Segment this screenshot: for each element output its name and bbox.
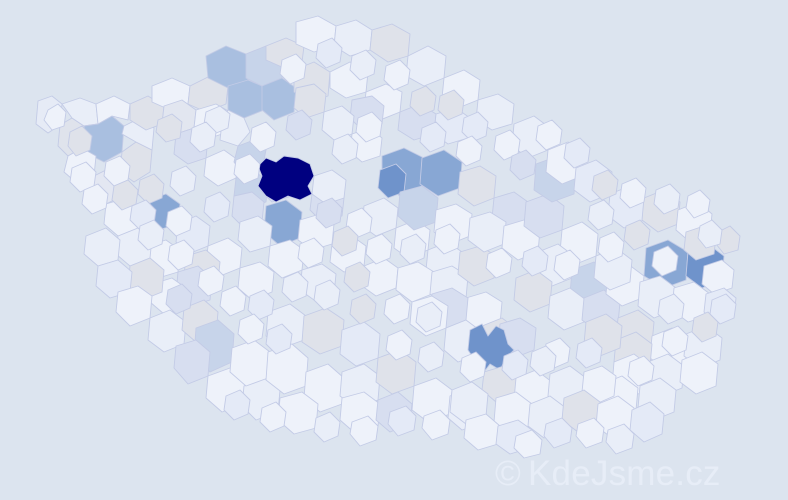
- district-region[interactable]: [544, 418, 572, 448]
- district-region[interactable]: [68, 126, 92, 156]
- district-layer: [36, 16, 740, 458]
- district-region[interactable]: [238, 314, 264, 344]
- district-region[interactable]: [710, 294, 736, 324]
- district-region[interactable]: [332, 226, 358, 256]
- district-region[interactable]: [536, 120, 562, 150]
- district-region[interactable]: [156, 114, 182, 142]
- district-region[interactable]: [298, 238, 324, 268]
- district-region[interactable]: [420, 122, 446, 152]
- district-region[interactable]: [82, 184, 108, 214]
- district-region[interactable]: [344, 262, 370, 292]
- district-region[interactable]: [312, 170, 346, 204]
- district-region[interactable]: [514, 430, 542, 458]
- district-region[interactable]: [522, 246, 548, 276]
- district-region[interactable]: [654, 184, 680, 214]
- district-region[interactable]: [422, 410, 450, 440]
- district-region[interactable]: [138, 174, 164, 204]
- district-region[interactable]: [456, 136, 482, 166]
- district-region[interactable]: [44, 104, 66, 130]
- district-region[interactable]: [502, 350, 528, 380]
- district-region[interactable]: [96, 96, 130, 124]
- district-region[interactable]: [400, 234, 426, 264]
- district-region[interactable]: [510, 150, 536, 180]
- district-region[interactable]: [388, 406, 416, 436]
- district-region[interactable]: [332, 134, 358, 164]
- district-region[interactable]: [350, 416, 378, 446]
- district-region[interactable]: [662, 326, 688, 356]
- district-region[interactable]: [356, 112, 382, 142]
- district-region[interactable]: [698, 220, 722, 248]
- district-region[interactable]: [680, 352, 718, 394]
- district-region[interactable]: [628, 356, 654, 386]
- district-region[interactable]: [530, 346, 556, 376]
- district-region[interactable]: [166, 206, 192, 236]
- district-region[interactable]: [686, 190, 710, 218]
- district-region[interactable]: [204, 192, 230, 222]
- district-region[interactable]: [486, 248, 512, 278]
- district-region[interactable]: [460, 352, 486, 382]
- district-region[interactable]: [588, 200, 614, 230]
- district-region[interactable]: [170, 166, 196, 196]
- district-praha-highlight[interactable]: [258, 156, 314, 202]
- district-region[interactable]: [438, 90, 464, 120]
- district-region[interactable]: [248, 290, 274, 320]
- district-region[interactable]: [434, 224, 460, 254]
- district-region[interactable]: [410, 86, 436, 116]
- district-region[interactable]: [386, 330, 412, 360]
- district-region[interactable]: [282, 272, 308, 302]
- district-region[interactable]: [416, 302, 442, 332]
- district-region[interactable]: [564, 138, 590, 168]
- district-region[interactable]: [224, 390, 250, 420]
- district-region[interactable]: [314, 412, 340, 442]
- district-region[interactable]: [266, 324, 292, 354]
- district-region[interactable]: [234, 154, 260, 184]
- district-region[interactable]: [692, 312, 718, 342]
- district-region[interactable]: [598, 232, 624, 262]
- district-region[interactable]: [350, 50, 376, 80]
- district-region[interactable]: [350, 294, 376, 324]
- district-region[interactable]: [316, 38, 342, 68]
- district-region[interactable]: [592, 170, 618, 200]
- district-region[interactable]: [384, 294, 410, 324]
- district-region[interactable]: [250, 122, 276, 152]
- district-region[interactable]: [606, 424, 634, 454]
- district-region[interactable]: [462, 112, 488, 142]
- district-region[interactable]: [220, 286, 246, 316]
- district-region[interactable]: [262, 78, 296, 120]
- district-region[interactable]: [316, 198, 342, 228]
- district-region[interactable]: [138, 220, 164, 250]
- district-region[interactable]: [366, 234, 392, 264]
- district-region[interactable]: [168, 240, 194, 270]
- district-region[interactable]: [384, 60, 410, 90]
- district-region[interactable]: [576, 338, 602, 368]
- district-region[interactable]: [652, 246, 678, 276]
- district-region[interactable]: [624, 220, 650, 250]
- district-region[interactable]: [198, 266, 224, 296]
- district-region[interactable]: [286, 110, 312, 140]
- district-region[interactable]: [190, 122, 216, 152]
- district-region[interactable]: [166, 284, 192, 314]
- district-region[interactable]: [280, 54, 306, 84]
- district-region[interactable]: [260, 402, 286, 432]
- district-region[interactable]: [702, 260, 734, 294]
- district-region[interactable]: [418, 342, 444, 372]
- district-region[interactable]: [658, 294, 684, 324]
- district-region[interactable]: [314, 280, 340, 310]
- district-region[interactable]: [576, 418, 604, 448]
- district-region[interactable]: [620, 178, 646, 208]
- district-region[interactable]: [554, 250, 580, 280]
